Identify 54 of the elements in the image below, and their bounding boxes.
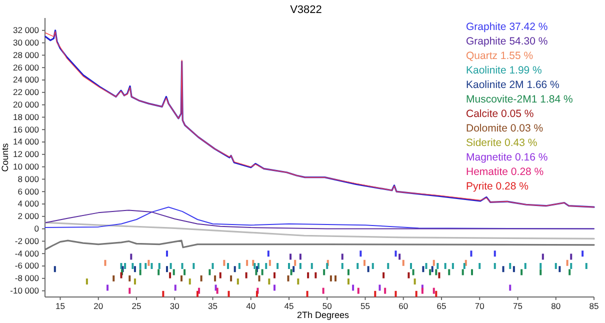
- x-tick-label: 20: [94, 301, 104, 312]
- x-tick-label: 35: [208, 301, 218, 312]
- y-tick-label: -4 000: [14, 248, 40, 258]
- x-tick-label: 70: [474, 301, 485, 312]
- x-tick-label: 60: [398, 301, 408, 312]
- text: Graphite 37.42 %: [466, 21, 548, 33]
- x-tick-label: 85: [589, 301, 599, 312]
- y-tick-label: -2 000: [14, 236, 40, 246]
- y-tick-label: -10 000: [10, 286, 40, 296]
- x-tick-label: 80: [551, 301, 561, 312]
- x-tick-label: 30: [170, 301, 180, 312]
- text: Siderite 0.43 %: [466, 137, 538, 149]
- y-tick-label: 32 000: [13, 25, 40, 36]
- y-tick-label: 26 000: [13, 62, 40, 72]
- text: Muscovite-2M1 1.84 %: [466, 94, 573, 106]
- x-tick-label: 40: [246, 301, 256, 312]
- y-tick-label: 0: [34, 224, 40, 234]
- text: Hematite 0.28 %: [466, 166, 544, 178]
- text: Graphite 54.30 %: [466, 36, 548, 48]
- y-tick-label: 30 000: [13, 38, 40, 48]
- y-tick-label: -6 000: [14, 260, 40, 271]
- y-tick-label: 2 000: [18, 211, 40, 222]
- y-tick-label: 22 000: [13, 87, 40, 98]
- text: Calcite 0.05 %: [466, 108, 534, 120]
- x-tick-label: 55: [360, 301, 370, 312]
- text: Magnetite 0.16 %: [466, 152, 548, 164]
- y-axis-title: Counts: [0, 142, 10, 172]
- y-tick-label: -8 000: [14, 273, 40, 284]
- y-tick-label: 8 000: [18, 174, 40, 184]
- y-tick-label: 14 000: [13, 136, 40, 147]
- x-tick-label: 15: [56, 301, 66, 312]
- text: Dolomite 0.03 %: [466, 122, 544, 134]
- y-tick-label: 4 000: [18, 198, 40, 209]
- text: Kaolinite 1.99 %: [466, 64, 542, 76]
- y-tick-label: 12 000: [13, 149, 40, 160]
- y-tick-label: 10 000: [13, 162, 40, 172]
- x-tick-label: 65: [436, 301, 446, 312]
- chart-title: V3822: [290, 4, 322, 16]
- y-tick-label: 24 000: [13, 74, 40, 85]
- line-series: [44, 240, 595, 250]
- x-axis-title: 2Th Degrees: [296, 310, 350, 320]
- y-tick-label: 6 000: [18, 186, 40, 196]
- text: Quartz 1.55 %: [466, 50, 534, 62]
- x-tick-label: 75: [513, 301, 523, 312]
- y-tick-label: 20 000: [13, 100, 40, 110]
- text: Kaolinite 2M 1.66 %: [466, 79, 560, 91]
- y-tick-label: 16 000: [13, 124, 40, 134]
- x-tick-label: 25: [132, 301, 142, 312]
- y-tick-label: 18 000: [13, 112, 40, 122]
- x-tick-label: 45: [284, 301, 294, 312]
- x-tick-label: 50: [322, 301, 332, 312]
- line-series: [44, 222, 595, 240]
- y-tick-label: 28 000: [13, 50, 40, 60]
- text: Pyrite 0.28 %: [466, 180, 528, 192]
